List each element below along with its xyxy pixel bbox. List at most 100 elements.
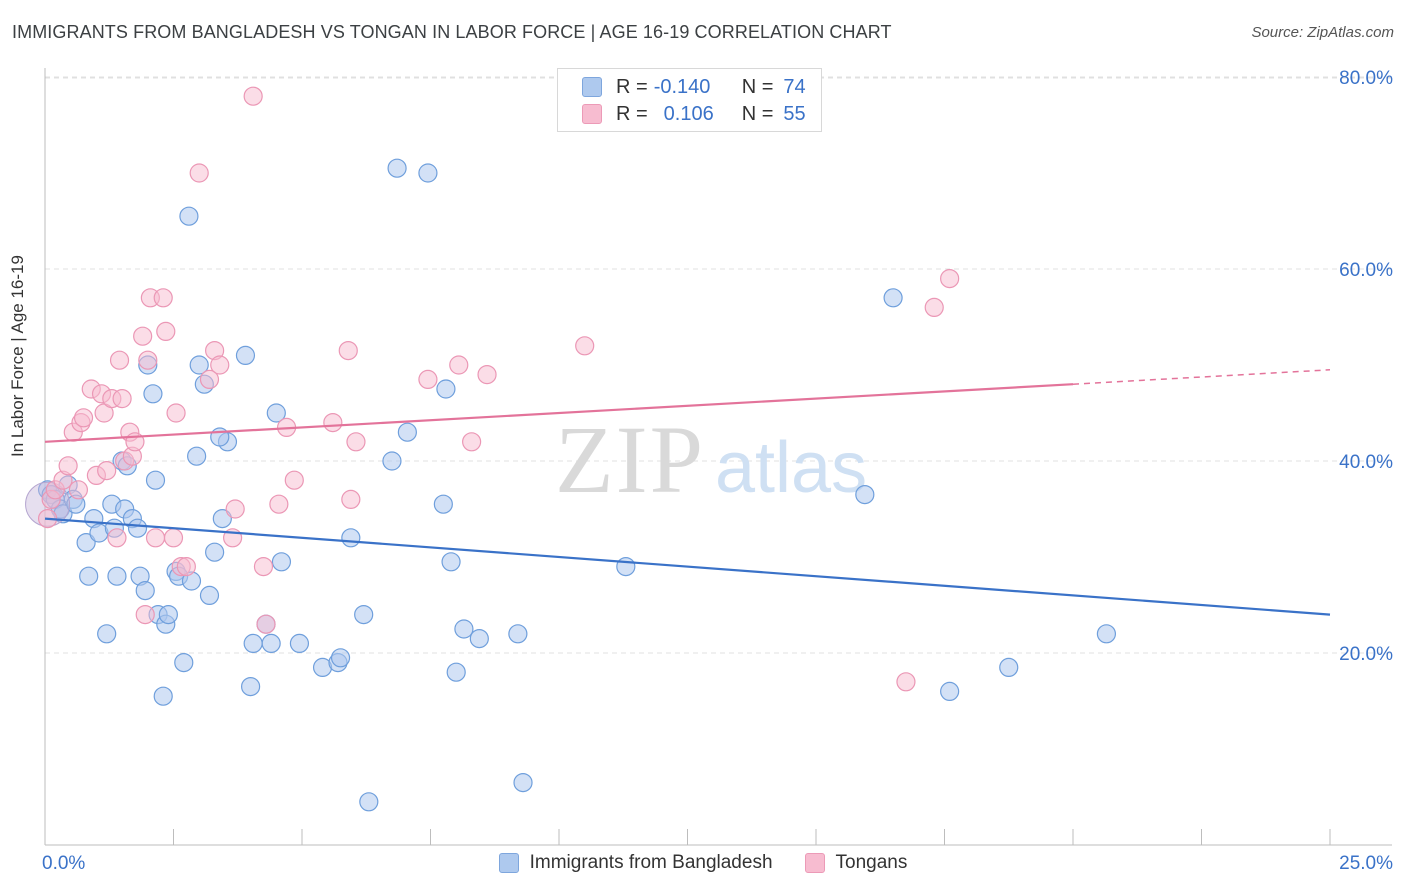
legend-item-tongans: Tongans [804, 852, 908, 874]
data-point-tongans [163, 528, 184, 548]
data-point-bangladesh [145, 470, 166, 490]
data-point-bangladesh [179, 206, 199, 226]
data-point-tongans [341, 489, 361, 509]
data-point-tongans [924, 297, 944, 317]
data-point-bangladesh [205, 542, 225, 562]
data-point-tongans [73, 408, 94, 428]
data-point-tongans [210, 355, 230, 375]
data-point-bangladesh [433, 494, 453, 514]
data-point-bangladesh [387, 158, 407, 178]
trend-lines [44, 369, 1331, 616]
trend-line-bangladesh [44, 517, 1331, 616]
data-point-bangladesh [883, 288, 903, 308]
data-point-tongans [145, 528, 166, 548]
data-point-bangladesh [135, 580, 155, 601]
legend-label-tongans: Tongans [835, 852, 908, 873]
legend-r-label: R = [616, 102, 648, 125]
data-point-bangladesh [76, 532, 96, 553]
data-point-tongans [256, 614, 276, 634]
chart-title: IMMIGRANTS FROM BANGLADESH VS TONGAN IN … [12, 22, 892, 42]
data-point-bangladesh [289, 633, 310, 654]
data-point-bangladesh [469, 628, 489, 649]
data-point-tongans [176, 556, 196, 577]
grid-lines [45, 76, 1392, 654]
legend-row-bangladesh: R = -0.140 N = 74 [582, 74, 806, 100]
data-point-bangladesh [189, 355, 209, 375]
series-legend: Immigrants from Bangladesh Tongans [0, 852, 1406, 874]
data-point-tongans [243, 86, 263, 106]
data-point-bangladesh [261, 633, 281, 654]
y-tick-label: 60.0% [1339, 260, 1393, 281]
legend-item-bangladesh: Immigrants from Bangladesh [498, 852, 773, 874]
data-point-tongans [189, 163, 209, 183]
data-point-tongans [166, 403, 186, 423]
y-tick-label: 40.0% [1339, 452, 1393, 473]
legend-r-value: -0.140 [653, 75, 711, 98]
data-point-tongans [138, 350, 158, 370]
data-point-tongans [338, 341, 358, 361]
series-tongans [37, 86, 960, 692]
data-point-tongans [284, 470, 304, 490]
data-point-bangladesh [243, 633, 263, 654]
watermark-zip: ZIP [555, 406, 705, 513]
watermark-atlas: atlas [715, 428, 867, 508]
data-point-bangladesh [999, 657, 1019, 678]
data-point-tongans [107, 528, 127, 548]
data-point-bangladesh [79, 566, 99, 586]
data-point-tongans [58, 456, 78, 476]
data-point-bangladesh [436, 379, 456, 399]
legend-swatch-blue [498, 853, 519, 873]
data-point-bangladesh [446, 662, 466, 682]
data-point-tongans [462, 432, 482, 452]
data-point-tongans [418, 369, 438, 389]
data-point-tongans [477, 365, 497, 385]
data-point-tongans [133, 326, 153, 346]
data-point-bangladesh [508, 624, 528, 644]
data-point-bangladesh [143, 384, 163, 404]
data-point-tongans [225, 499, 245, 519]
data-point-tongans [112, 389, 132, 409]
data-point-tongans [153, 288, 173, 308]
data-point-bangladesh [1096, 624, 1117, 644]
data-point-bangladesh [382, 451, 402, 471]
data-point-tongans [323, 413, 343, 433]
tick-labels: 20.0% 40.0% 60.0% 80.0% 0.0% 25.0% [42, 68, 1393, 874]
watermark: ZIP atlas [555, 406, 867, 513]
data-point-bangladesh [97, 624, 117, 644]
data-point-tongans [896, 672, 916, 692]
trend-line-tongans [44, 383, 1074, 443]
data-point-bangladesh [616, 556, 636, 577]
data-point-bangladesh [341, 528, 361, 548]
data-point-bangladesh [127, 518, 148, 538]
data-point-tongans [346, 432, 366, 452]
legend-n-label: N = [741, 75, 774, 98]
y-axis-label: In Labor Force | Age 16-19 [8, 255, 27, 457]
y-tick-label: 20.0% [1339, 644, 1393, 665]
source-label: Source: ZipAtlas.com [1251, 24, 1394, 41]
data-point-bangladesh [354, 604, 374, 625]
data-point-tongans [449, 355, 469, 375]
data-point-tongans [253, 556, 274, 577]
data-point-bangladesh [940, 681, 960, 702]
legend-r-label: R = [616, 75, 648, 98]
legend-swatch-blue [582, 77, 602, 97]
data-point-tongans [940, 269, 960, 289]
x-tick-label: 25.0% [1339, 853, 1393, 874]
data-point-bangladesh [855, 485, 875, 505]
data-point-bangladesh [174, 652, 194, 673]
data-point-tongans [109, 350, 130, 370]
data-point-tongans [575, 336, 595, 356]
legend-n-value: 55 [783, 102, 806, 125]
data-point-tongans [199, 369, 220, 389]
x-tick-label: 0.0% [42, 853, 85, 874]
y-tick-label: 80.0% [1339, 68, 1393, 89]
data-point-bangladesh [513, 772, 533, 793]
data-point-bangladesh [187, 446, 207, 466]
data-point-bangladesh [418, 163, 438, 183]
data-point-bangladesh [454, 619, 474, 639]
legend-swatch-pink [804, 853, 825, 873]
data-point-bangladesh [153, 686, 173, 706]
data-point-bangladesh [359, 792, 379, 812]
legend-r-value: 0.106 [663, 102, 714, 125]
legend-n-label: N = [741, 102, 774, 125]
